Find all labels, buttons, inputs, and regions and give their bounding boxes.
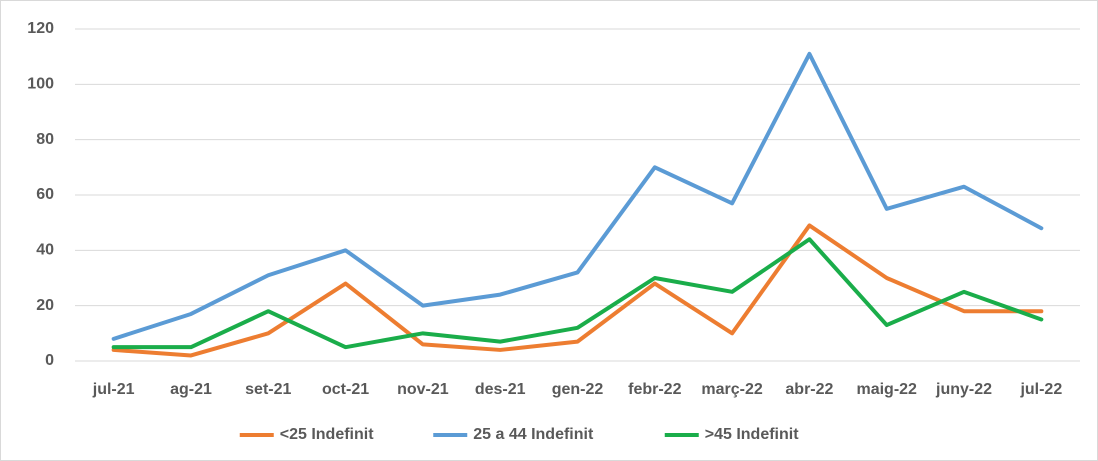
x-tick-label: jul-22	[1019, 381, 1062, 398]
y-tick-label: 100	[27, 76, 54, 93]
series-line	[111, 51, 1044, 341]
y-tick-label: 60	[36, 186, 54, 203]
y-tick-label: 20	[36, 297, 54, 314]
x-tick-label: maig-22	[856, 381, 917, 398]
legend-label: 25 a 44 Indefinit	[473, 426, 594, 443]
legend-label: <25 Indefinit	[280, 426, 374, 443]
x-tick-label: set-21	[245, 381, 291, 398]
x-tick-label: abr-22	[785, 381, 833, 398]
y-tick-label: 40	[36, 242, 54, 259]
y-tick-label: 80	[36, 131, 54, 148]
legend-label: >45 Indefinit	[705, 426, 799, 443]
x-tick-label: ag-21	[170, 381, 212, 398]
x-tick-label: des-21	[475, 381, 526, 398]
series-line	[111, 237, 1044, 350]
x-tick-label: jul-21	[92, 381, 135, 398]
x-tick-label: juny-22	[935, 381, 992, 398]
x-tick-label: febr-22	[628, 381, 681, 398]
x-tick-label: gen-22	[552, 381, 604, 398]
y-tick-label: 0	[45, 352, 54, 369]
series-line	[111, 223, 1044, 358]
x-tick-label: nov-21	[397, 381, 449, 398]
x-tick-label: març-22	[701, 381, 762, 398]
x-tick-label: oct-21	[322, 381, 369, 398]
y-tick-label: 120	[27, 20, 54, 37]
